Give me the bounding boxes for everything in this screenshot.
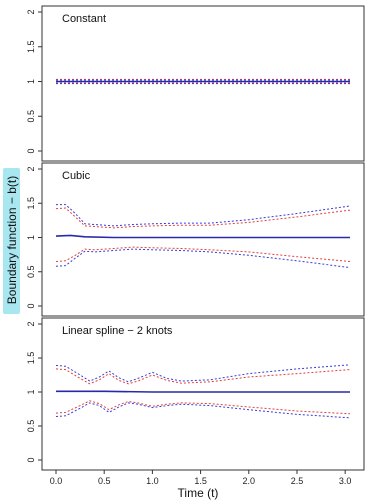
panel-frame	[41, 5, 365, 162]
x-tick-label: 0.5	[98, 476, 111, 486]
y-tick-label: 2	[26, 9, 36, 14]
x-tick-label: 1.0	[146, 476, 159, 486]
y-tick-label: 1.5	[26, 40, 36, 53]
panel-3: 0 0.5 1 1.5 2 0.0 0.5 1.0 1.5 2.0 2.5 3.0 Linear spl…	[26, 317, 365, 486]
y-tick-label: 2	[26, 321, 36, 326]
y-tick-label: 1	[26, 79, 36, 84]
y-tick-label: 0.5	[26, 420, 36, 433]
bound-line-blue	[55, 402, 351, 419]
y-tick-label: 1.5	[26, 197, 36, 210]
y-tick-label: 0.5	[26, 265, 36, 278]
panel-frame	[41, 317, 365, 471]
panel-title: Cubic	[62, 170, 91, 182]
bound-line-blue	[56, 204, 351, 227]
bound-line-blue	[55, 248, 351, 269]
y-tick-label: 1.5	[26, 352, 36, 365]
y-tick-label: 0	[26, 148, 36, 153]
y-tick-label: 2	[26, 166, 36, 171]
panel-1: 0 0.5 1 1.5 2 Constant	[26, 5, 365, 162]
bound-line-red	[55, 400, 351, 415]
bound-line-blue	[55, 364, 351, 383]
bound-line-red	[55, 207, 351, 229]
y-tick-label: 1	[26, 235, 36, 240]
ylabel-highlight	[3, 168, 20, 314]
y-tick-label: 0	[26, 303, 36, 308]
y-tick-label: 0	[26, 457, 36, 462]
bound-line-red	[55, 368, 351, 385]
x-tick-label: 1.5	[194, 476, 207, 486]
panel-title: Linear spline − 2 knots	[62, 325, 173, 337]
x-axis-label: Time (t)	[178, 486, 219, 500]
bound-line-red	[55, 246, 351, 262]
panel-2: 0 0.5 1 1.5 2 Cubic	[26, 162, 365, 317]
panel-title: Constant	[62, 13, 106, 25]
x-tick-label: 3.0	[339, 476, 352, 486]
estimate-line	[55, 234, 350, 239]
y-tick-label: 0.5	[26, 110, 36, 123]
panel-frame	[41, 162, 365, 317]
panels: 0 0.5 1 1.5 2 Constant 0 0.5 1 1.5 2 Cubic 0 0.5 1 1.5 2…	[26, 5, 365, 486]
x-tick-label: 2.5	[291, 476, 304, 486]
x-tick-label: 0.0	[50, 476, 63, 486]
y-tick-label: 1	[26, 389, 36, 394]
y-axis-label: Boundary function − b(t)	[5, 176, 19, 304]
x-tick-label: 2.0	[243, 476, 256, 486]
estimate-line	[56, 390, 350, 393]
